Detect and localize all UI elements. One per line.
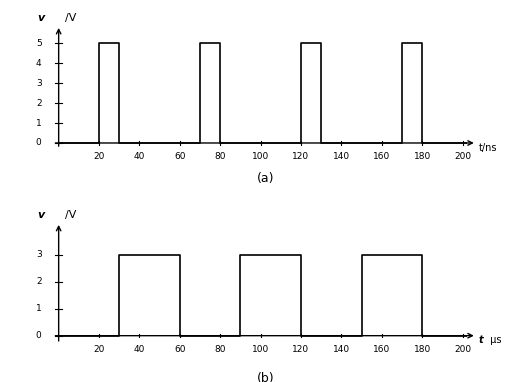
Text: 120: 120 [292, 152, 309, 161]
Text: t/ns: t/ns [479, 142, 497, 153]
Text: /V: /V [65, 13, 77, 23]
Text: 140: 140 [333, 345, 350, 354]
Text: 60: 60 [174, 152, 186, 161]
Text: 60: 60 [174, 345, 186, 354]
Text: 5: 5 [36, 39, 42, 48]
Text: 200: 200 [454, 152, 471, 161]
Text: 160: 160 [373, 152, 390, 161]
Text: 160: 160 [373, 345, 390, 354]
Text: 1: 1 [36, 118, 42, 128]
Text: 80: 80 [215, 152, 226, 161]
Text: 40: 40 [134, 152, 145, 161]
Text: 180: 180 [413, 152, 431, 161]
Text: 2: 2 [36, 99, 42, 107]
Text: v: v [38, 210, 45, 220]
Text: 40: 40 [134, 345, 145, 354]
Text: (a): (a) [257, 172, 275, 185]
Text: 120: 120 [292, 345, 309, 354]
Text: t: t [479, 335, 483, 345]
Text: /V: /V [65, 210, 77, 220]
Text: (b): (b) [257, 372, 275, 382]
Text: 140: 140 [333, 152, 350, 161]
Text: 0: 0 [36, 139, 42, 147]
Text: 180: 180 [413, 345, 431, 354]
Text: 100: 100 [252, 152, 269, 161]
Text: 3: 3 [36, 79, 42, 87]
Text: 2: 2 [36, 277, 42, 286]
Text: 20: 20 [93, 345, 105, 354]
Text: 4: 4 [36, 58, 42, 68]
Text: 20: 20 [93, 152, 105, 161]
Text: v: v [38, 13, 45, 23]
Text: 200: 200 [454, 345, 471, 354]
Text: 3: 3 [36, 250, 42, 259]
Text: 0: 0 [36, 331, 42, 340]
Text: 1: 1 [36, 304, 42, 313]
Text: μs: μs [487, 335, 501, 345]
Text: 80: 80 [215, 345, 226, 354]
Text: 100: 100 [252, 345, 269, 354]
